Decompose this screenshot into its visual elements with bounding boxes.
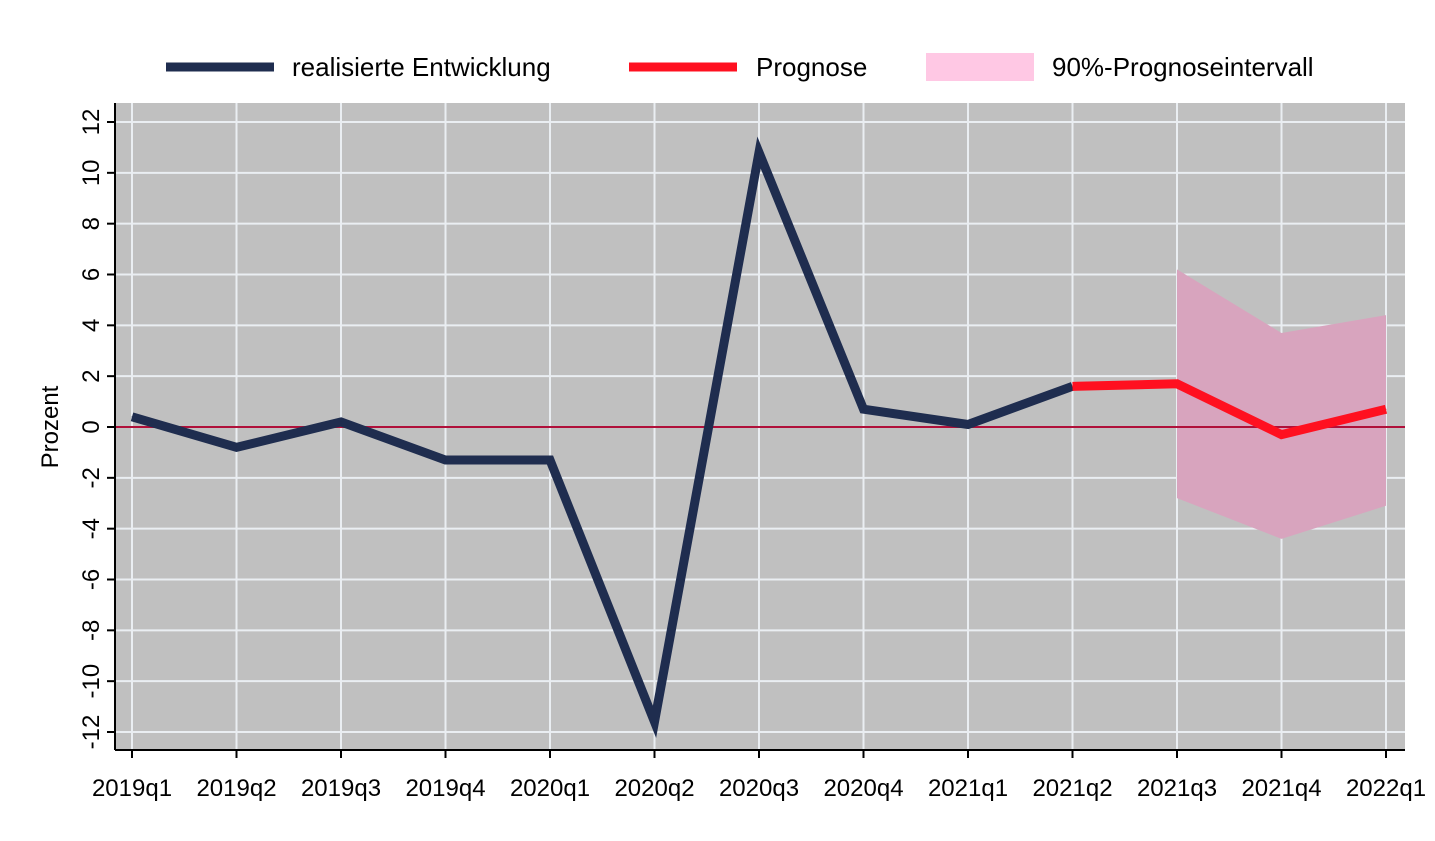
legend-item: 90%-Prognoseintervall <box>926 52 1314 82</box>
y-tick-label: 0 <box>78 420 105 433</box>
realized-data-point <box>340 421 342 423</box>
plot-area <box>115 103 1405 750</box>
forecast-interval-band <box>1177 269 1386 539</box>
legend-label: realisierte Entwicklung <box>292 52 551 82</box>
y-tick-label: -12 <box>78 715 105 750</box>
y-tick-label: -2 <box>78 467 105 488</box>
y-tick-label: 2 <box>78 369 105 382</box>
x-tick-label: 2020q4 <box>823 775 903 802</box>
x-tick-label: 2020q2 <box>614 775 694 802</box>
realized-data-point <box>967 423 969 425</box>
x-tick-label: 2019q4 <box>405 775 485 802</box>
realized-data-point <box>445 459 446 461</box>
forecast-data-point <box>1385 408 1387 410</box>
forecast-data-point <box>1072 385 1073 387</box>
legend-item: Prognose <box>629 52 867 82</box>
realized-data-point <box>863 408 864 410</box>
x-tick-label: 2022q1 <box>1346 775 1426 802</box>
x-tick-label: 2019q1 <box>92 775 172 802</box>
realized-series-line <box>130 136 1075 738</box>
y-tick-label: 12 <box>78 109 105 136</box>
x-tick-label: 2021q3 <box>1137 775 1217 802</box>
axes: Prozent -12 -10 -8 -6 -4 -2 0 2 4 6 8 10 12 2019q1 201… <box>37 103 1426 802</box>
x-tick-label: 2019q3 <box>301 775 381 802</box>
forecast-data-point <box>1176 383 1178 385</box>
legend-label: Prognose <box>756 52 867 82</box>
realized-data-point <box>236 446 237 448</box>
y-tick-label: -8 <box>78 620 105 641</box>
y-tick-label: 10 <box>78 159 105 186</box>
forecast-series-line <box>1072 379 1388 440</box>
legend-swatch <box>926 53 1034 81</box>
x-tick-label: 2021q2 <box>1032 775 1112 802</box>
y-tick-label: -4 <box>78 518 105 539</box>
x-tick-label: 2020q3 <box>719 775 799 802</box>
y-tick-label: -10 <box>78 664 105 699</box>
legend-label: 90%-Prognoseintervall <box>1052 52 1314 82</box>
y-tick-label: 8 <box>78 217 105 230</box>
realized-data-point <box>131 416 133 418</box>
y-tick-label: 4 <box>78 319 105 332</box>
x-tick-label: 2021q4 <box>1241 775 1321 802</box>
legend-item: realisierte Entwicklung <box>166 52 551 82</box>
legend: realisierte Entwicklung Prognose 90%-Progn… <box>166 52 1314 82</box>
forecast-data-point <box>1281 434 1282 436</box>
y-axis-label: Prozent <box>37 385 64 468</box>
realized-data-point <box>654 721 655 723</box>
realized-data-point <box>758 152 760 153</box>
x-tick-label: 2019q2 <box>196 775 276 802</box>
y-tick-label: -6 <box>78 569 105 590</box>
x-tick-label: 2020q1 <box>510 775 590 802</box>
y-tick-label: 6 <box>78 268 105 281</box>
x-tick-label: 2021q1 <box>928 775 1008 802</box>
realized-data-point <box>549 459 551 461</box>
